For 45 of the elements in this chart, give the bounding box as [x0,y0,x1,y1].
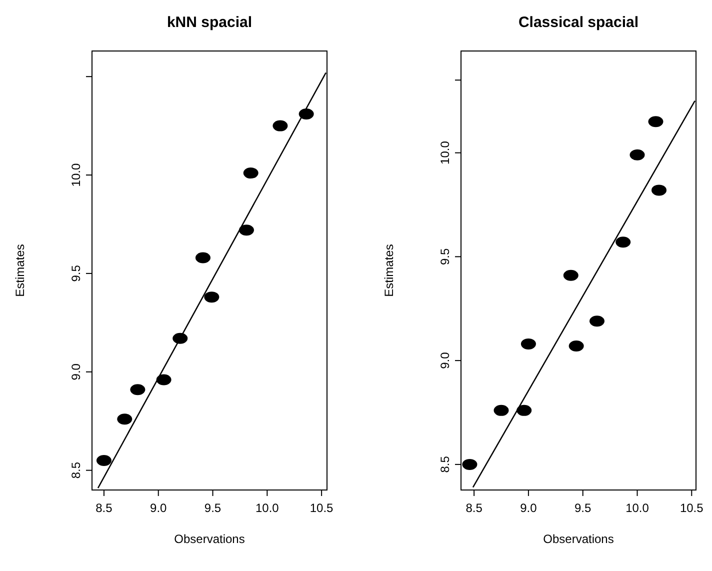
point [195,252,210,264]
y-axis-title: Estimates [13,244,27,297]
x-tick-label: 10.5 [680,501,704,515]
x-tick-label: 9.5 [204,501,222,515]
point [243,168,258,179]
point [96,454,112,466]
y-tick-label: 9.0 [69,363,83,380]
x-tick-label: 9.0 [150,501,168,515]
x-tick-label: 8.5 [96,501,113,515]
point [156,374,172,386]
x-tick-label: 10.0 [255,501,280,515]
y-tick-label: 10.0 [69,163,83,187]
y-tick-label: 10.0 [438,140,452,164]
point [462,458,478,470]
point [272,120,288,132]
chart-title: Classical spacial [518,14,639,31]
x-axis-title: Observations [174,532,245,546]
point [516,404,532,416]
point [616,236,631,248]
point [238,224,254,236]
y-tick-label: 9.5 [69,264,83,282]
point [130,384,146,396]
y-tick-label: 8.5 [69,462,83,479]
point [117,414,132,425]
x-tick-label: 10.0 [626,501,650,515]
y-axis-title: Estimates [382,244,396,297]
y-tick-label: 9.5 [438,248,452,266]
x-tick-label: 9.0 [520,501,538,515]
point [563,270,578,281]
point [568,340,584,352]
chart-title: kNN spacial [166,14,252,31]
point [298,108,314,120]
point [630,149,645,160]
y-tick-label: 9.0 [438,352,452,369]
point [494,404,509,416]
point [652,184,667,196]
x-tick-label: 8.5 [466,501,483,515]
point [520,338,536,350]
x-tick-label: 9.5 [574,501,592,515]
x-axis-title: Observations [543,532,614,546]
point [204,292,220,303]
x-tick-label: 10.5 [310,501,334,515]
point [648,116,664,128]
point [589,316,604,327]
y-tick-label: 8.5 [438,456,452,473]
